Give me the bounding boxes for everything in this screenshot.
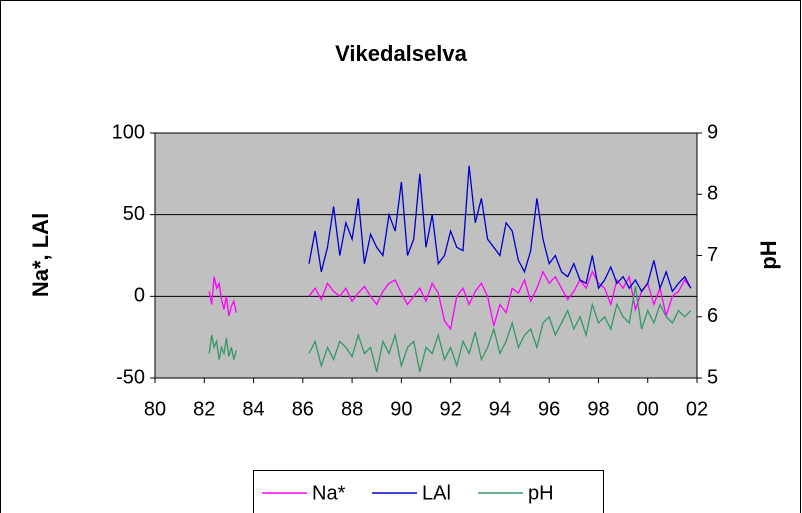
x-tick-label: 94 (489, 398, 511, 420)
chart-title: Vikedalselva (335, 41, 467, 66)
legend-label: Na* (312, 482, 346, 504)
y2-tick-label: 5 (707, 366, 718, 388)
y-axis-label: Na*, LAl (28, 213, 53, 297)
x-tick-label: 96 (538, 398, 560, 420)
series-line (308, 165, 692, 293)
x-tick-label: 02 (686, 398, 708, 420)
x-tick-label: 80 (144, 398, 166, 420)
y2-tick-label: 9 (707, 121, 718, 143)
x-tick-label: 98 (587, 398, 609, 420)
x-tick-label: 92 (440, 398, 462, 420)
y-tick-label: -50 (116, 366, 145, 388)
y2-tick-label: 8 (707, 183, 718, 205)
series-line (208, 270, 692, 331)
y-tick-label: 100 (112, 121, 145, 143)
x-tick-label: 90 (390, 398, 412, 420)
y2-axis-label: pH (756, 240, 781, 269)
x-tick-label: 86 (292, 398, 314, 420)
x-tick-label: 00 (637, 398, 659, 420)
series-line (208, 285, 692, 373)
y-tick-label: 0 (134, 285, 145, 307)
legend-label: pH (528, 482, 554, 504)
x-tick-label: 82 (193, 398, 215, 420)
x-tick-label: 88 (341, 398, 363, 420)
y2-tick-label: 7 (707, 244, 718, 266)
plot-area (155, 133, 697, 378)
legend-label: LAl (422, 482, 451, 504)
legend-box (253, 470, 604, 513)
x-tick-label: 84 (242, 398, 264, 420)
y2-tick-label: 6 (707, 305, 718, 327)
y-tick-label: 50 (123, 203, 145, 225)
